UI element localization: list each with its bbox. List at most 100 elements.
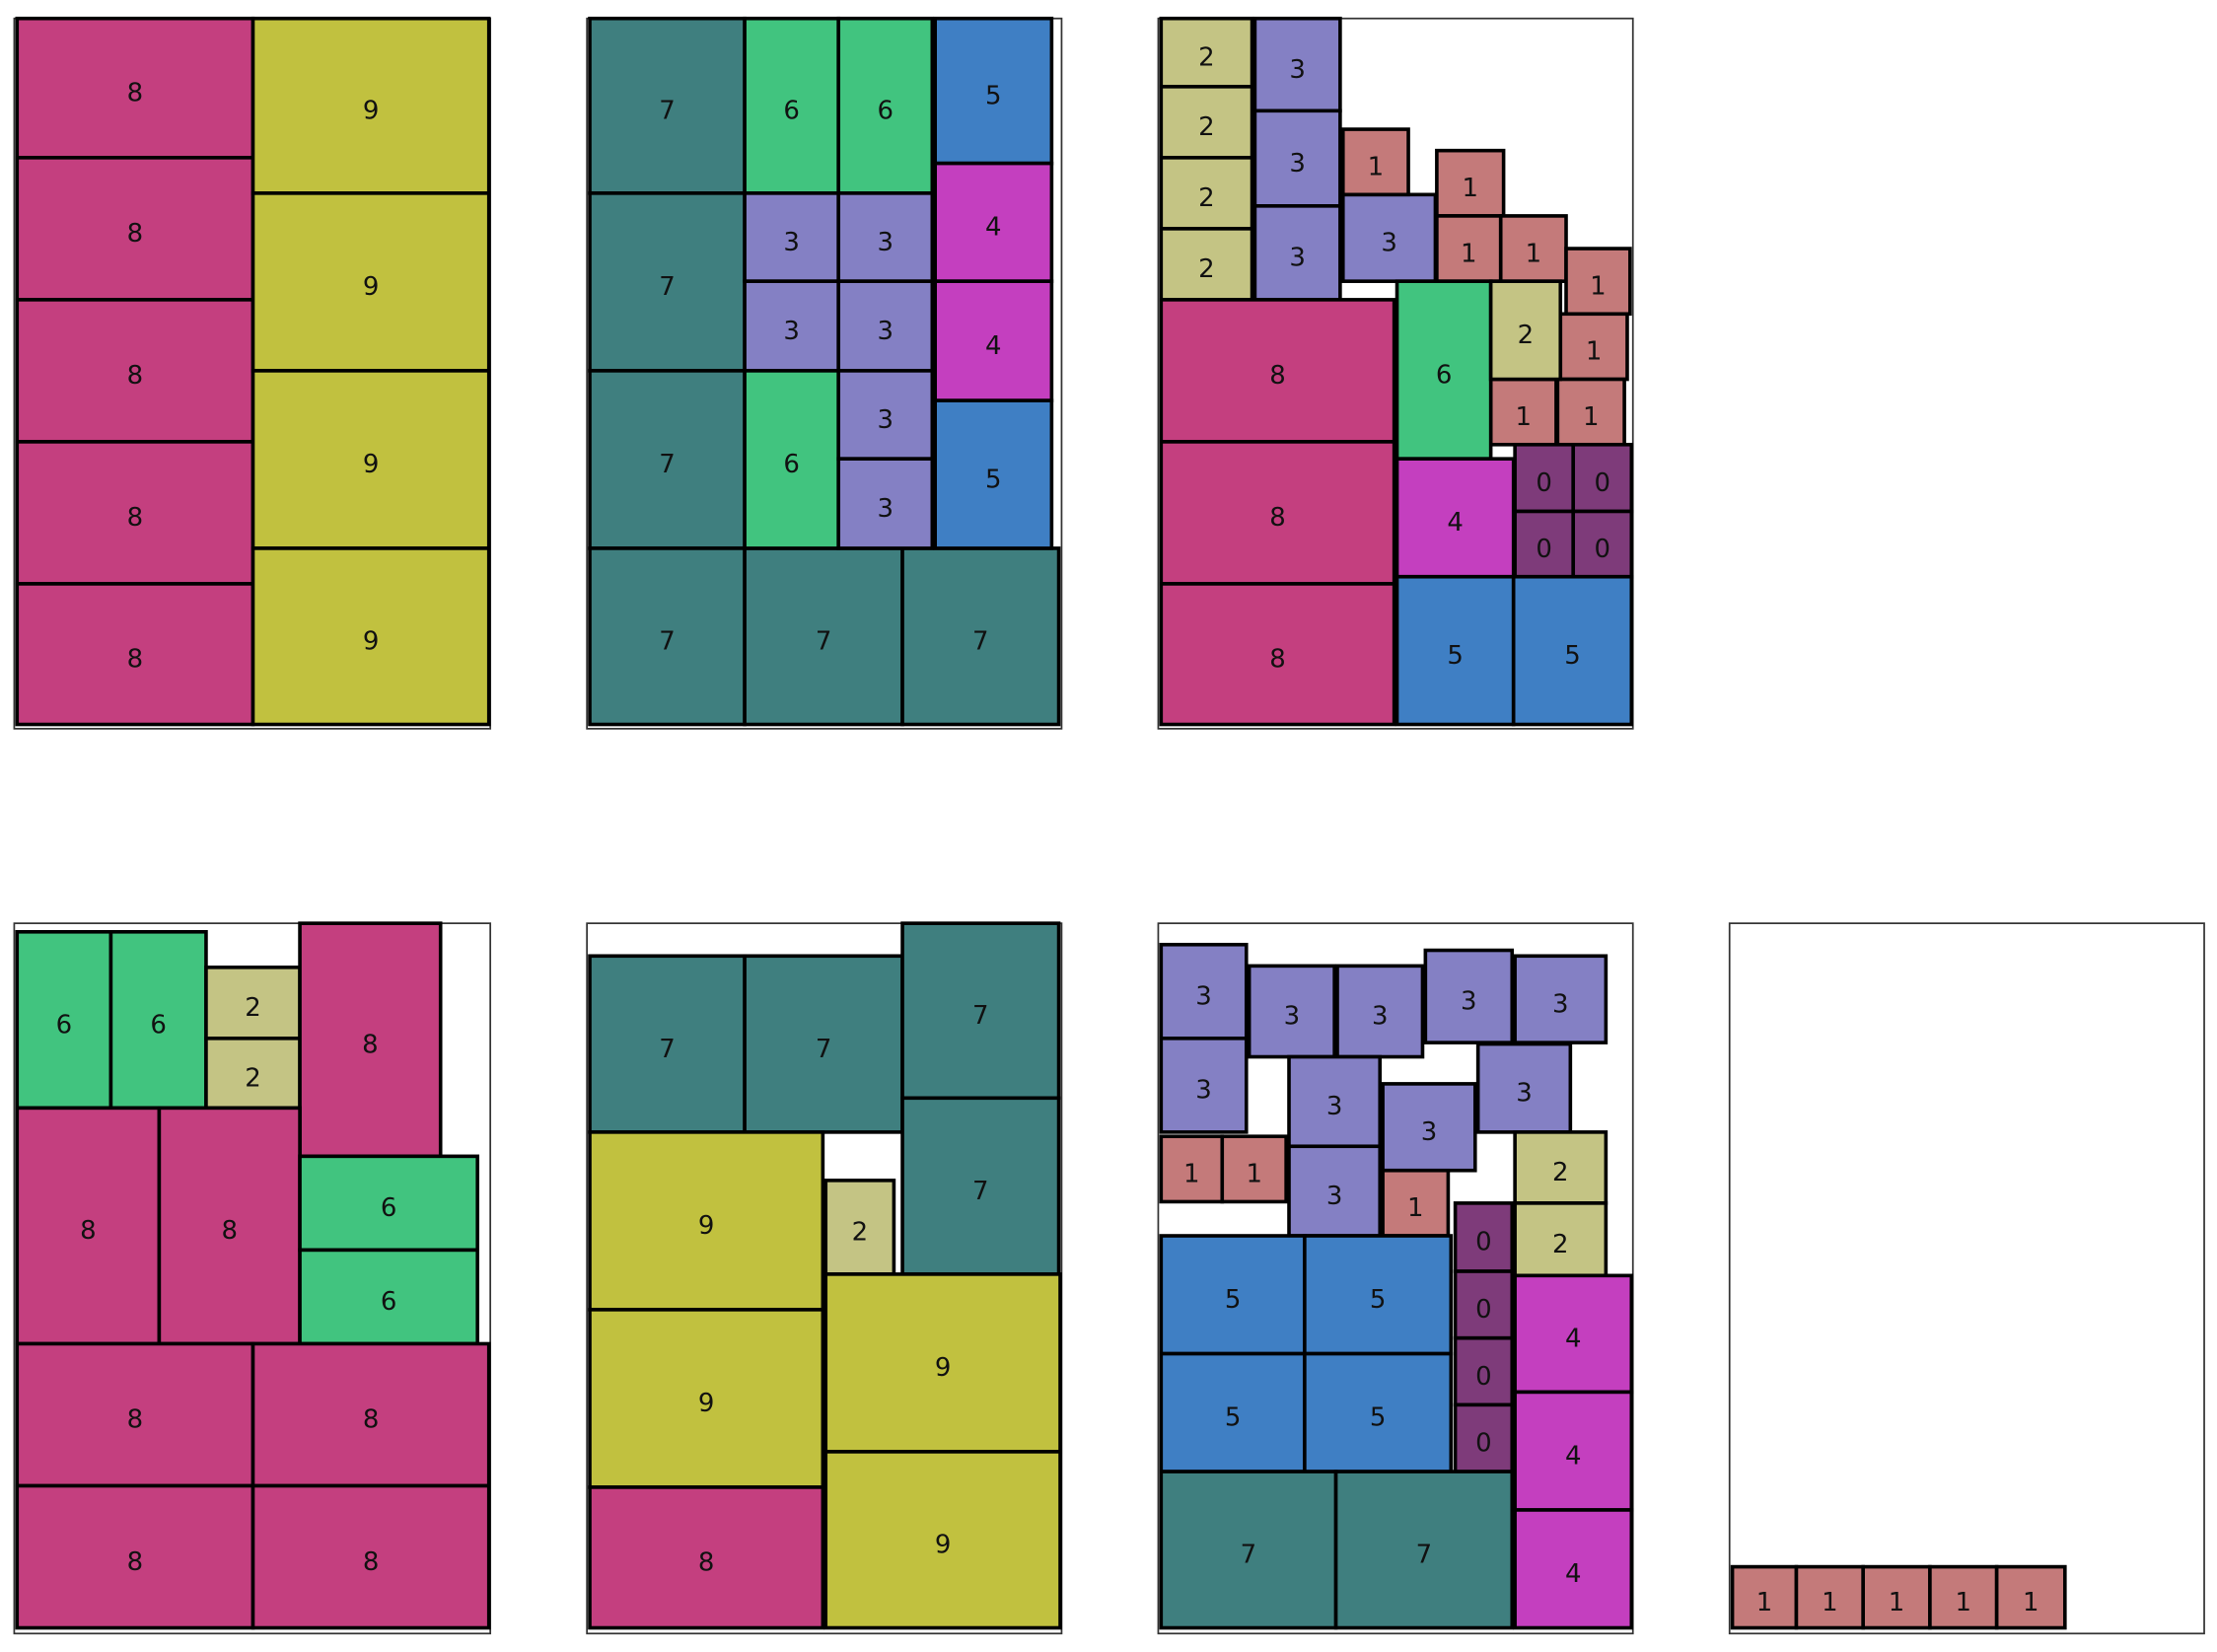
item-label: 3	[1372, 1002, 1389, 1032]
item-label: 0	[1536, 468, 1552, 498]
item-label: 0	[1475, 1295, 1492, 1325]
item-box	[1159, 1134, 1225, 1204]
item-label: 4	[1565, 1559, 1582, 1589]
item-label: 8	[80, 1216, 97, 1246]
item-box	[1335, 964, 1425, 1059]
item-box	[743, 546, 904, 727]
item-label: 3	[783, 228, 800, 257]
item-box	[1513, 1508, 1634, 1630]
item-box	[15, 16, 255, 160]
item-label: 6	[878, 97, 894, 126]
item-label: 8	[221, 1216, 238, 1246]
item-label: 8	[127, 219, 144, 249]
item-label: 3	[1461, 987, 1477, 1017]
item-label: 1	[1889, 1588, 1905, 1617]
bin-panel: 2 2 2 2 3 3 3 3 1 1 1 1 1 1 1 1 8 8 8 6 2 0 0 0 0 4 5 5	[1157, 16, 1634, 730]
item-label: 6	[381, 1287, 397, 1317]
item-label: 8	[127, 503, 144, 533]
item-label: 4	[985, 331, 1002, 361]
item-label: 3	[1326, 1092, 1343, 1121]
item-label: 7	[972, 1177, 989, 1206]
item-label: 0	[1595, 468, 1611, 498]
item-label: 1	[1586, 337, 1603, 367]
item-box	[1287, 1144, 1383, 1238]
item-box	[1340, 127, 1410, 197]
item-label: 7	[659, 1035, 676, 1064]
item-box	[743, 191, 841, 283]
item-box	[900, 921, 1061, 1101]
item-label: 0	[1475, 1228, 1492, 1257]
item-label: 3	[1552, 989, 1569, 1019]
item-label: 9	[935, 1353, 952, 1383]
item-label: 0	[1595, 535, 1611, 564]
item-label: 2	[1552, 1158, 1569, 1187]
item-label: 2	[1198, 254, 1215, 284]
item-label: 5	[1564, 641, 1581, 671]
item-label: 3	[783, 317, 800, 346]
item-box	[836, 279, 935, 373]
item-box	[1395, 279, 1493, 461]
item-box	[1159, 1351, 1307, 1473]
item-label: 2	[245, 993, 261, 1023]
bin-panel: 3 3 3 3 3 3 3 3 3 3 1 1 1 0 0 0 0 2 2 5 5 5 5 4 4 4 7 7	[1157, 922, 1634, 1635]
item-label: 9	[363, 450, 380, 479]
item-box	[1513, 1390, 1634, 1512]
item-box	[1453, 1269, 1515, 1340]
item-label: 1	[1956, 1588, 1972, 1617]
item-box	[15, 1106, 162, 1346]
item-label: 3	[1289, 55, 1306, 85]
item-box	[1861, 1564, 1932, 1630]
item-label: 9	[698, 1389, 715, 1418]
item-box	[1453, 1201, 1515, 1273]
item-label: 3	[1289, 149, 1306, 179]
item-label: 9	[935, 1530, 952, 1559]
item-label: 1	[1461, 239, 1477, 268]
item-label: 7	[659, 97, 676, 126]
item-label: 8	[127, 644, 144, 674]
item-label: 3	[1516, 1078, 1533, 1108]
item-label: 8	[127, 1405, 144, 1435]
item-label: 2	[1198, 112, 1215, 142]
item-box	[1488, 279, 1563, 382]
item-label: 0	[1475, 1429, 1492, 1459]
item-box	[1252, 16, 1342, 113]
item-label: 5	[1370, 1285, 1387, 1315]
item-label: 7	[816, 1035, 832, 1064]
item-label: 7	[1416, 1541, 1433, 1570]
item-label: 5	[1225, 1285, 1242, 1315]
item-label: 1	[1590, 271, 1607, 301]
item-box	[15, 156, 255, 302]
item-label: 9	[363, 626, 380, 656]
item-label: 3	[878, 494, 894, 524]
item-box	[1453, 1402, 1515, 1473]
item-box	[823, 1450, 1062, 1630]
item-label: 3	[1284, 1002, 1301, 1032]
item-label: 1	[1526, 239, 1542, 268]
item-label: 0	[1536, 535, 1552, 564]
item-box	[836, 16, 935, 195]
item-box	[15, 929, 113, 1111]
item-box	[1303, 1351, 1454, 1473]
item-box	[743, 279, 841, 373]
item-box	[588, 1485, 825, 1630]
item-label: 4	[1565, 1441, 1582, 1471]
item-label: 7	[659, 272, 676, 302]
item-label: 5	[985, 81, 1002, 110]
item-box	[1159, 1470, 1338, 1630]
item-label: 3	[1195, 982, 1212, 1012]
item-label: 7	[1241, 1541, 1257, 1570]
item-box	[1333, 1470, 1515, 1630]
item-box	[1220, 1134, 1288, 1204]
item-label: 3	[1326, 1182, 1343, 1211]
item-label: 8	[363, 1405, 380, 1435]
item-box	[1159, 298, 1396, 444]
item-label: 9	[363, 97, 380, 126]
item-box	[298, 921, 443, 1159]
item-box	[933, 398, 1054, 550]
item-box	[1159, 440, 1396, 586]
bin-panel: 1 1 1 1 1	[1728, 922, 2205, 1635]
item-box	[15, 1341, 255, 1488]
item-label: 6	[783, 97, 800, 126]
